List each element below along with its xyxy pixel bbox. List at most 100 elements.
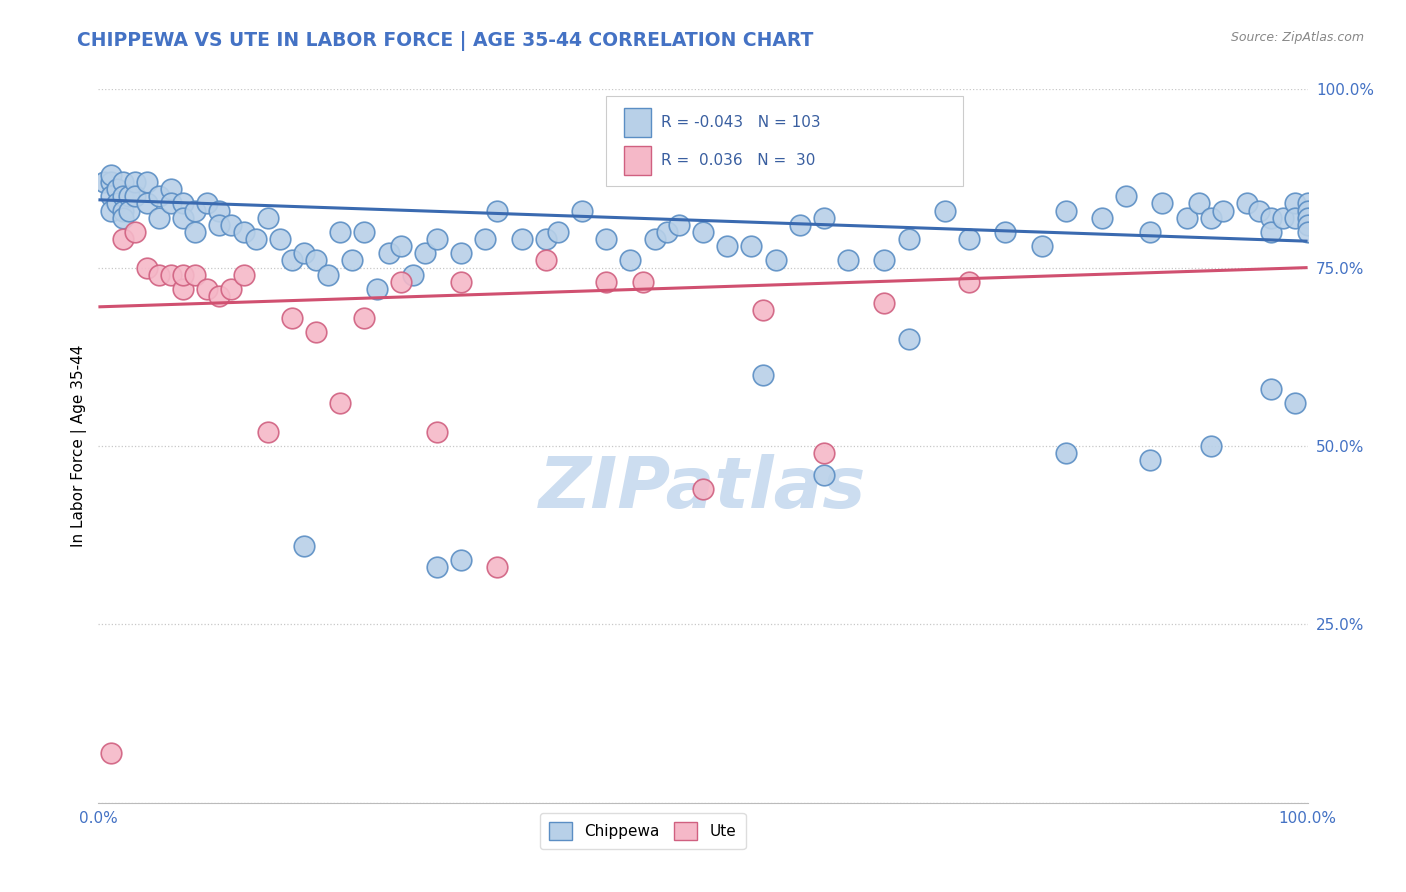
Point xyxy=(1175,211,1198,225)
Point xyxy=(366,282,388,296)
Point xyxy=(172,196,194,211)
Point xyxy=(1236,196,1258,211)
Point xyxy=(160,268,183,282)
Point xyxy=(450,275,472,289)
Point xyxy=(1296,196,1319,211)
Point xyxy=(631,275,654,289)
Point xyxy=(668,218,690,232)
Point xyxy=(1031,239,1053,253)
Point xyxy=(402,268,425,282)
Point xyxy=(118,189,141,203)
Point xyxy=(752,303,775,318)
Point xyxy=(100,168,122,182)
Point xyxy=(957,275,980,289)
Point xyxy=(1139,225,1161,239)
Point xyxy=(1296,218,1319,232)
Point xyxy=(100,203,122,218)
Point xyxy=(547,225,569,239)
Point xyxy=(655,225,678,239)
Text: CHIPPEWA VS UTE IN LABOR FORCE | AGE 35-44 CORRELATION CHART: CHIPPEWA VS UTE IN LABOR FORCE | AGE 35-… xyxy=(77,31,814,51)
Point xyxy=(305,253,328,268)
Text: R =  0.036   N =  30: R = 0.036 N = 30 xyxy=(661,153,815,168)
Point xyxy=(353,225,375,239)
Point xyxy=(100,746,122,760)
Point xyxy=(269,232,291,246)
Point xyxy=(595,275,617,289)
Point xyxy=(1199,211,1222,225)
Point xyxy=(692,225,714,239)
Point xyxy=(389,239,412,253)
Point xyxy=(1139,453,1161,467)
Point xyxy=(740,239,762,253)
Point xyxy=(172,282,194,296)
Point xyxy=(100,189,122,203)
Text: ZIPatlas: ZIPatlas xyxy=(540,454,866,524)
Point xyxy=(752,368,775,382)
Point xyxy=(111,189,134,203)
Point xyxy=(813,446,835,460)
Point xyxy=(105,196,128,211)
Point xyxy=(208,218,231,232)
Point xyxy=(426,560,449,574)
Point xyxy=(377,246,399,260)
Point xyxy=(897,232,920,246)
Point xyxy=(111,211,134,225)
Point xyxy=(208,289,231,303)
Point xyxy=(329,396,352,410)
Point xyxy=(124,225,146,239)
Point xyxy=(124,175,146,189)
Point xyxy=(148,268,170,282)
Point xyxy=(160,196,183,211)
Point xyxy=(172,268,194,282)
Point xyxy=(1260,211,1282,225)
Y-axis label: In Labor Force | Age 35-44: In Labor Force | Age 35-44 xyxy=(72,345,87,547)
Point xyxy=(389,275,412,289)
Point xyxy=(789,218,811,232)
Point xyxy=(1054,446,1077,460)
Point xyxy=(1284,196,1306,211)
Point xyxy=(118,203,141,218)
Point xyxy=(644,232,666,246)
Point xyxy=(184,268,207,282)
Point xyxy=(813,467,835,482)
Point xyxy=(208,203,231,218)
Point xyxy=(184,203,207,218)
Point xyxy=(148,211,170,225)
Point xyxy=(619,253,641,268)
Point xyxy=(1249,203,1271,218)
Point xyxy=(534,253,557,268)
Point xyxy=(245,232,267,246)
Point xyxy=(281,253,304,268)
Point xyxy=(765,253,787,268)
Point xyxy=(124,189,146,203)
Point xyxy=(316,268,339,282)
Text: Source: ZipAtlas.com: Source: ZipAtlas.com xyxy=(1230,31,1364,45)
Text: R = -0.043   N = 103: R = -0.043 N = 103 xyxy=(661,115,820,130)
Point xyxy=(837,253,859,268)
Point xyxy=(329,225,352,239)
Point xyxy=(1091,211,1114,225)
Point xyxy=(160,182,183,196)
Point xyxy=(221,282,243,296)
Point xyxy=(450,246,472,260)
Point xyxy=(135,196,157,211)
Point xyxy=(353,310,375,325)
Point xyxy=(1284,211,1306,225)
Point xyxy=(195,196,218,211)
Point xyxy=(934,203,956,218)
Point xyxy=(148,189,170,203)
Point xyxy=(135,175,157,189)
Point xyxy=(256,425,278,439)
Point xyxy=(1199,439,1222,453)
Point xyxy=(105,182,128,196)
Point xyxy=(413,246,436,260)
Point xyxy=(281,310,304,325)
Point xyxy=(1296,203,1319,218)
Point xyxy=(595,232,617,246)
Point xyxy=(571,203,593,218)
FancyBboxPatch shape xyxy=(606,96,963,186)
Point xyxy=(510,232,533,246)
Point xyxy=(897,332,920,346)
Point xyxy=(1152,196,1174,211)
Point xyxy=(1212,203,1234,218)
